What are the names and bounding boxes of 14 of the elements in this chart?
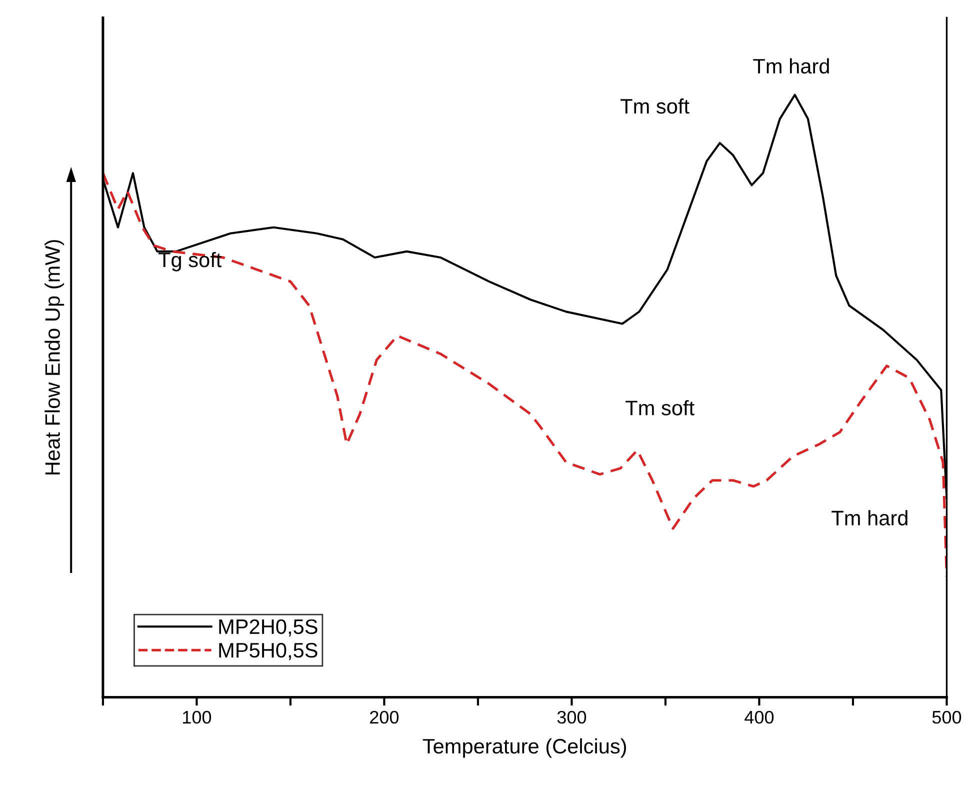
legend-label: MP5H0,5S bbox=[219, 642, 318, 660]
x-tick-label: 500 bbox=[932, 710, 962, 724]
x-tick-label: 100 bbox=[183, 710, 212, 724]
legend-label: MP2H0,5S bbox=[219, 619, 318, 637]
annotation: Tm hard bbox=[832, 510, 908, 526]
x-tick-label: 400 bbox=[744, 710, 774, 724]
x-tick-label: 200 bbox=[370, 710, 399, 724]
x-axis-title: Temperature (Celcius) bbox=[422, 738, 626, 758]
x-tick-label: 300 bbox=[557, 710, 586, 724]
annotation: Tg soft bbox=[158, 252, 222, 272]
text: Tm hard bbox=[753, 58, 829, 74]
y-axis-title: Heat Flow Endo Up (mW) bbox=[44, 240, 64, 474]
annotation: Tm soft bbox=[620, 98, 690, 114]
annotation: Tm soft bbox=[626, 400, 694, 416]
